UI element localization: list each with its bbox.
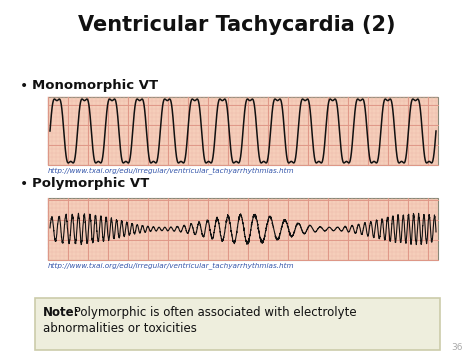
- Text: Ventricular Tachycardia (2): Ventricular Tachycardia (2): [78, 15, 396, 35]
- Text: •: •: [20, 177, 28, 191]
- Text: Polymorphic is often associated with electrolyte: Polymorphic is often associated with ele…: [70, 306, 356, 319]
- Text: •: •: [20, 79, 28, 93]
- Text: http://www.txai.org/edu/irregular/ventricular_tachyarrhythmias.htm: http://www.txai.org/edu/irregular/ventri…: [48, 167, 295, 174]
- FancyBboxPatch shape: [48, 97, 438, 165]
- Text: Polymorphic VT: Polymorphic VT: [32, 177, 149, 190]
- Text: http://www.txai.org/edu/irregular/ventricular_tachyarrhythmias.htm: http://www.txai.org/edu/irregular/ventri…: [48, 262, 295, 269]
- FancyBboxPatch shape: [48, 198, 438, 260]
- Text: Monomorphic VT: Monomorphic VT: [32, 79, 158, 92]
- Text: Note:: Note:: [43, 306, 80, 319]
- Text: abnormalities or toxicities: abnormalities or toxicities: [43, 322, 197, 335]
- Text: 36: 36: [452, 343, 463, 352]
- FancyBboxPatch shape: [35, 298, 440, 350]
